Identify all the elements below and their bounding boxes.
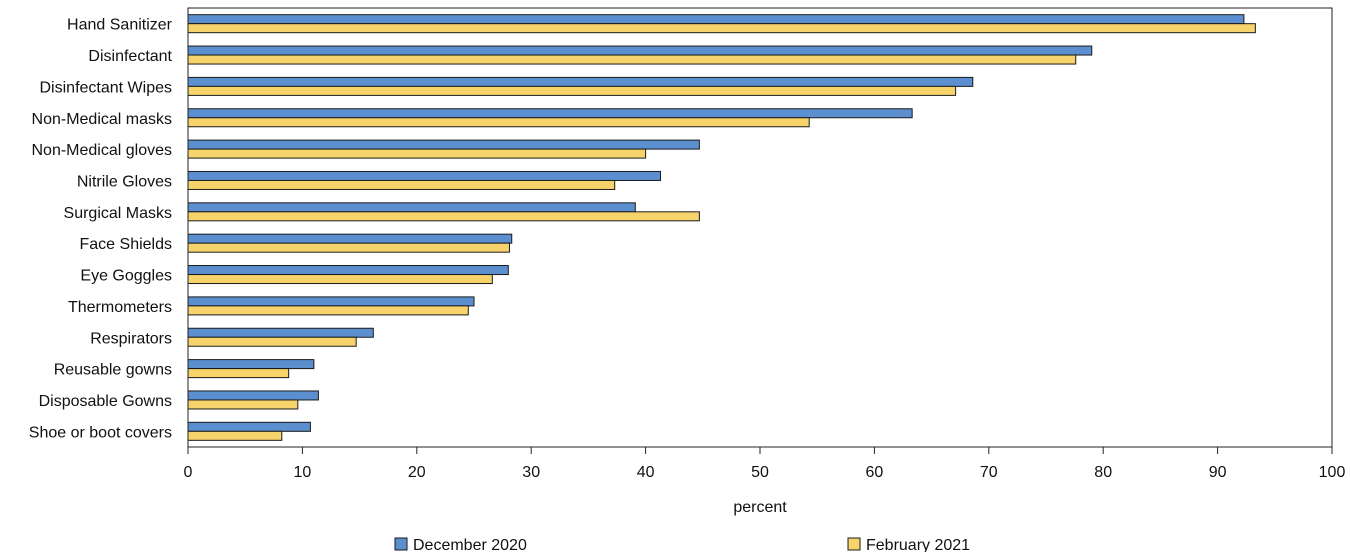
legend-label: February 2021	[866, 537, 970, 552]
bar-february-2021	[187, 148, 647, 159]
legend-swatch-february-2021	[847, 537, 861, 551]
category-label: Respirators	[90, 330, 172, 347]
category-labels: Hand Sanitizer Disinfectant Disinfectant W…	[29, 17, 173, 442]
category-label: Non-Medical masks	[32, 111, 172, 128]
bar-december-2020	[187, 202, 636, 213]
bar-february-2021	[187, 242, 510, 253]
bar-december-2020	[187, 108, 913, 119]
category-label: Eye Goggles	[80, 268, 172, 285]
x-tick-label: 10	[294, 464, 312, 481]
category-label: Hand Sanitizer	[67, 17, 173, 34]
category-label: Disposable Gowns	[39, 393, 172, 410]
category-label: Thermometers	[68, 299, 172, 316]
category-label: Disinfectant Wipes	[40, 79, 173, 96]
bar-december-2020	[187, 296, 475, 307]
x-tick-label: 0	[184, 464, 193, 481]
bar-february-2021	[187, 430, 283, 441]
bar-december-2020	[187, 359, 315, 370]
bar-february-2021	[187, 274, 493, 285]
x-tick-label: 70	[980, 464, 998, 481]
x-tick-label: 30	[522, 464, 540, 481]
x-axis-ticks: 0 10 20 30 40 50 60 70 80 90 100	[184, 447, 1346, 481]
bar-december-2020	[187, 327, 374, 338]
category-label: Surgical Masks	[64, 205, 172, 222]
bar-february-2021	[187, 54, 1077, 65]
bar-december-2020	[187, 139, 700, 150]
category-label: Shoe or boot covers	[29, 424, 172, 441]
bar-december-2020	[187, 390, 319, 401]
category-label: Face Shields	[80, 236, 173, 253]
bar-february-2021	[187, 305, 469, 316]
legend-swatch-december-2020	[394, 537, 408, 551]
bars-layer	[187, 14, 1256, 441]
x-tick-label: 40	[637, 464, 655, 481]
bar-december-2020	[187, 76, 974, 87]
category-label: Non-Medical gloves	[31, 142, 172, 159]
x-tick-label: 100	[1319, 464, 1346, 481]
bar-february-2021	[187, 399, 299, 410]
bar-december-2020	[187, 45, 1093, 56]
x-tick-label: 60	[866, 464, 884, 481]
legend-label: December 2020	[413, 537, 527, 552]
bar-december-2020	[187, 421, 311, 432]
x-tick-label: 20	[408, 464, 426, 481]
bar-february-2021	[187, 179, 616, 190]
bar-december-2020	[187, 233, 513, 244]
bar-february-2021	[187, 117, 810, 128]
bar-february-2021	[187, 211, 700, 222]
bar-february-2021	[187, 368, 290, 379]
bar-december-2020	[187, 14, 1245, 25]
x-tick-label: 80	[1094, 464, 1112, 481]
bar-february-2021	[187, 85, 957, 96]
category-label: Nitrile Gloves	[77, 173, 172, 190]
bar-december-2020	[187, 170, 661, 181]
legend: December 2020 February 2021	[394, 537, 970, 552]
bar-february-2021	[187, 336, 357, 347]
bar-december-2020	[187, 265, 509, 276]
x-tick-label: 50	[751, 464, 769, 481]
category-label: Reusable gowns	[54, 362, 172, 379]
bar-february-2021	[187, 23, 1256, 34]
plot-frame	[187, 7, 1333, 448]
x-tick-label: 90	[1209, 464, 1227, 481]
x-axis-title: percent	[733, 499, 787, 516]
category-label: Disinfectant	[88, 48, 172, 65]
